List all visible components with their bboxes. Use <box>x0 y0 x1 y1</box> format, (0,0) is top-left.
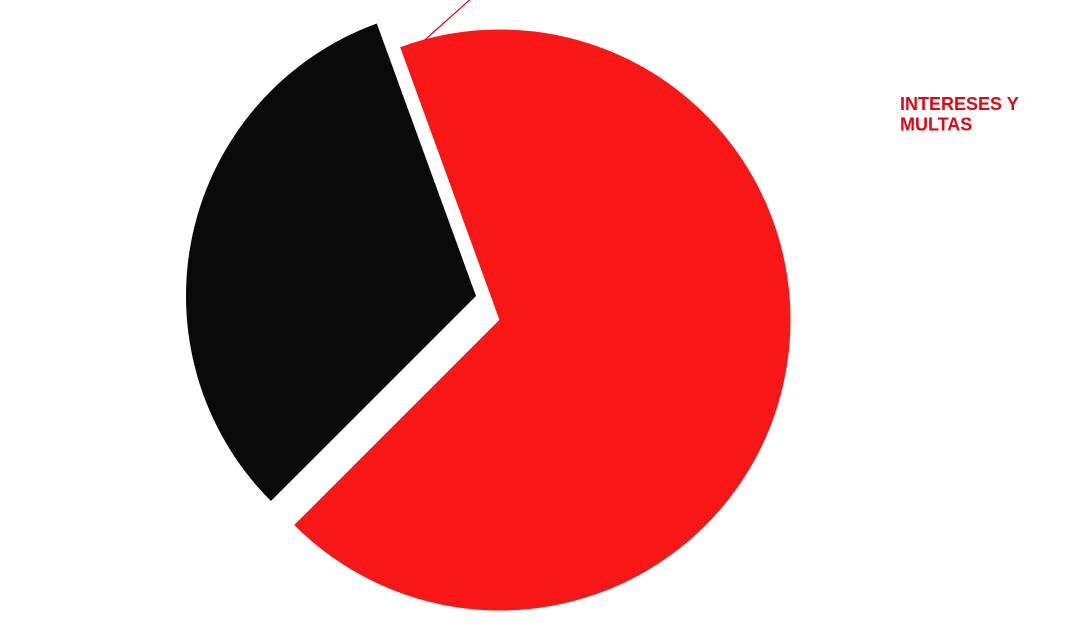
callout-label-line: MULTAS <box>900 115 972 135</box>
callout-label-line: INTERESES Y <box>900 94 1019 114</box>
pie-chart: INTERESES YMULTAS <box>0 0 1080 632</box>
